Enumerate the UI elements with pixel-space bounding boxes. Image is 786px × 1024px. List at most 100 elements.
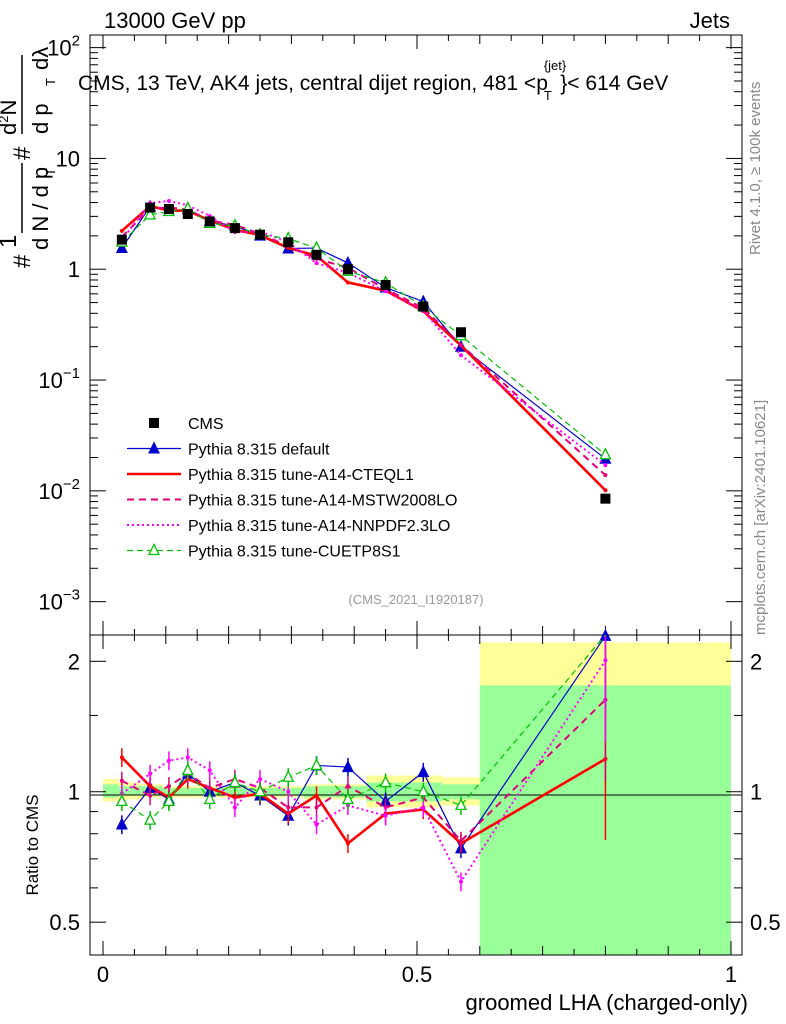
ratio-point	[148, 784, 153, 789]
main-point	[166, 198, 171, 203]
header-left: 13000 GeV pp	[104, 8, 246, 33]
ratio-point	[454, 797, 468, 811]
x-axis-label: groomed LHA (charged-only)	[466, 990, 748, 1015]
main-series	[115, 198, 612, 504]
svg-text:T: T	[43, 78, 58, 86]
ratio-point	[458, 838, 463, 843]
ratio-point	[282, 769, 295, 782]
main-point	[458, 342, 463, 347]
ratio-point	[314, 822, 319, 827]
svg-text:T: T	[43, 168, 58, 176]
y-tick-label-main: 102	[47, 33, 80, 61]
ratio-point	[345, 784, 350, 789]
ratio-point	[253, 784, 267, 797]
ratio-point	[232, 805, 237, 810]
band-green-13	[442, 784, 480, 800]
y-tick-label-ratio-left: 0.5	[49, 910, 80, 935]
ratio-point	[421, 805, 426, 810]
cms-point	[600, 493, 611, 504]
ratio-point	[379, 775, 392, 788]
y-tick-label-main: 1	[68, 257, 80, 282]
ratio-line-1	[120, 756, 607, 846]
ratio-point	[185, 755, 190, 760]
ratio-point	[286, 789, 291, 794]
y-axis-label-ratio: Ratio to CMS	[23, 794, 42, 895]
ratio-point	[144, 812, 157, 825]
uncertainty-bands	[103, 642, 731, 955]
main-point	[314, 261, 319, 266]
svg-text:#: #	[9, 146, 36, 160]
y-axis-label-main: # 1 d N / d p # d2N d p T dλ T	[0, 47, 58, 268]
cms-point	[145, 202, 156, 213]
ratio-point	[115, 817, 128, 830]
cms-point	[116, 234, 127, 245]
svg-text:d2N: d2N	[0, 100, 21, 135]
svg-text:1: 1	[0, 235, 22, 248]
ratio-point	[166, 758, 171, 763]
y-tick-label-ratio-left: 1	[68, 780, 80, 805]
legend-label-3: Pythia 8.315 tune-A14-MSTW2008LO	[188, 493, 457, 510]
legend-marker-cms	[149, 418, 159, 428]
ratio-point	[599, 628, 612, 641]
main-point	[383, 289, 388, 294]
legend-label-4: Pythia 8.315 tune-A14-NNPDF2.3LO	[188, 518, 450, 535]
ratio-point	[258, 777, 262, 782]
legend-marker-5	[147, 543, 161, 556]
legend-label-1: Pythia 8.315 default	[188, 442, 330, 459]
ratio-line-3	[121, 659, 607, 884]
ratio-point	[207, 786, 212, 791]
cms-point	[163, 203, 174, 214]
mcplots-label: mcplots.cern.ch [arXiv:2401.10621]	[752, 400, 769, 635]
legend-label-2: Pythia 8.315 tune-A14-CTEQL1	[188, 467, 414, 484]
cms-point	[380, 280, 391, 291]
svg-text:dλ: dλ	[28, 47, 53, 70]
y-tick-label-ratio-right: 2	[750, 649, 762, 674]
x-tick-label: 0.5	[402, 962, 433, 987]
y-tick-label-main: 10	[56, 146, 80, 171]
cms-point	[418, 301, 429, 312]
ratio-point	[181, 762, 194, 776]
main-point	[603, 463, 608, 468]
ratio-point	[148, 771, 153, 776]
svg-text:d N / d p: d N / d p	[28, 167, 53, 250]
ratio-point	[341, 791, 354, 805]
main-point	[599, 447, 612, 460]
y-tick-label-main: 10−3	[38, 587, 80, 615]
main-point	[144, 207, 157, 220]
band-green-4	[178, 788, 198, 796]
axis-ticks	[90, 35, 742, 955]
cms-point	[342, 264, 353, 275]
y-tick-label-main: 10−2	[38, 476, 80, 504]
legend: CMS Pythia 8.315 default Pythia 8.315 tune…	[127, 416, 457, 561]
band-green-1	[118, 786, 141, 796]
x-tick-label: 0	[97, 962, 109, 987]
main-point	[458, 353, 463, 358]
legend-label-5: Pythia 8.315 tune-CUETP8S1	[188, 544, 401, 561]
ratio-point	[345, 841, 350, 846]
ratio-point	[458, 879, 463, 884]
band-green-3	[162, 788, 179, 796]
ratio-point	[203, 791, 216, 805]
svg-text:d p: d p	[28, 103, 53, 134]
legend-marker-1	[148, 441, 160, 454]
ratio-point	[383, 813, 388, 818]
ratio-point	[119, 755, 124, 760]
ratio-point	[162, 793, 175, 807]
x-tick-label: 1	[725, 962, 737, 987]
ratio-series	[115, 628, 612, 892]
ratio-point	[228, 775, 241, 788]
cms-point	[182, 209, 193, 220]
main-point	[603, 488, 608, 493]
svg-text:#: #	[9, 254, 36, 268]
rivet-label: Rivet 4.1.0, ≥ 100k events	[747, 82, 764, 255]
cms-point	[229, 223, 240, 234]
main-point	[119, 228, 124, 233]
ratio-point	[166, 784, 171, 789]
cms-point	[255, 229, 265, 240]
ratio-line-2	[121, 699, 607, 843]
ratio-point	[314, 793, 319, 798]
cms-point	[455, 327, 466, 338]
main-point	[115, 241, 128, 254]
plot-title: CMS, 13 TeV, AK4 jets, central dijet reg…	[78, 58, 668, 103]
ratio-point	[286, 805, 291, 810]
